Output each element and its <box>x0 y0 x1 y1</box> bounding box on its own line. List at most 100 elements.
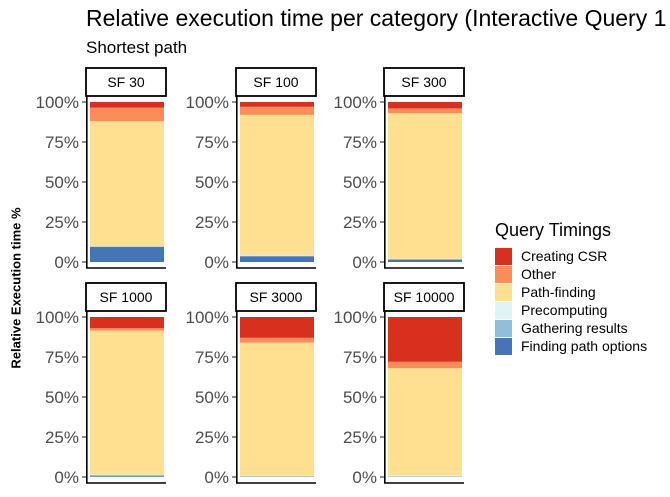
y-tick-label: 25% <box>195 428 229 447</box>
bar-segment-other <box>388 361 462 369</box>
bar-segment-other <box>388 108 462 114</box>
bar-segment-creating-csr <box>240 102 314 107</box>
y-tick-label: 25% <box>343 428 377 447</box>
bar-segment-gathering-results <box>388 476 462 477</box>
facet-strip <box>85 282 167 312</box>
y-tick-label: 50% <box>195 173 229 192</box>
chart-title: Relative execution time per category (In… <box>86 5 667 31</box>
legend-item: Finding path options <box>495 337 647 355</box>
y-tick-label: 75% <box>195 133 229 152</box>
bar-segment-gathering-results <box>90 474 164 477</box>
y-tick-label: 50% <box>45 173 79 192</box>
y-tick-label: 25% <box>45 428 79 447</box>
bar-segment-creating-csr <box>388 102 462 109</box>
legend-swatch <box>495 301 512 319</box>
y-tick-label: 25% <box>45 213 79 232</box>
y-tick-label: 0% <box>352 253 377 272</box>
y-tick-label: 50% <box>195 388 229 407</box>
bar-segment-path-finding <box>388 113 462 259</box>
facet-label: SF 300 <box>401 74 446 90</box>
y-tick-label: 0% <box>204 468 229 487</box>
legend-swatch <box>495 319 512 337</box>
bar-segment-creating-csr <box>240 317 314 338</box>
y-tick-label: 100% <box>186 308 229 327</box>
legend-label: Path-finding <box>521 284 596 300</box>
legend-title: Query Timings <box>495 220 612 240</box>
y-tick-label: 100% <box>36 93 79 112</box>
bar-segment-finding-path-options <box>90 246 164 262</box>
bar-segment-path-finding <box>90 330 164 475</box>
legend-swatch <box>495 337 512 355</box>
facet-strip <box>235 67 317 97</box>
bar-segment-path-finding <box>90 121 164 246</box>
facet-panel: SF 3000 0% 25% 50% 75% 100% <box>186 282 317 487</box>
y-tick-label: 100% <box>186 93 229 112</box>
facet-strip <box>383 67 465 97</box>
bar-segment-gathering-results <box>240 476 314 477</box>
y-tick-label: 0% <box>352 468 377 487</box>
bar-segment-creating-csr <box>90 317 164 329</box>
facet-label: SF 10000 <box>394 289 455 305</box>
y-tick-label: 75% <box>45 348 79 367</box>
y-tick-label: 100% <box>334 93 377 112</box>
facet-panel: SF 10000 0% 25% 50% 75% 100% <box>334 282 465 487</box>
y-tick-label: 75% <box>45 133 79 152</box>
legend-swatch <box>495 247 512 265</box>
y-tick-label: 75% <box>343 348 377 367</box>
y-tick-label: 100% <box>36 308 79 327</box>
y-tick-label: 75% <box>343 133 377 152</box>
bar-segment-other <box>90 107 164 122</box>
facet-panel: SF 100 0% 25% 50% 75% 100% <box>186 67 317 272</box>
bar-segment-precomputing <box>388 475 462 477</box>
bar-segment-precomputing <box>240 475 314 477</box>
bar-segment-finding-path-options <box>388 259 462 262</box>
legend-swatch <box>495 283 512 301</box>
y-tick-label: 100% <box>334 308 377 327</box>
y-tick-label: 25% <box>195 213 229 232</box>
legend: Query Timings Creating CSR Other Path-find… <box>495 220 647 355</box>
facet-label: SF 100 <box>253 74 298 90</box>
y-tick-label: 0% <box>204 253 229 272</box>
bar-segment-other <box>240 106 314 115</box>
legend-label: Precomputing <box>521 302 608 318</box>
bar-segment-other <box>90 328 164 331</box>
facet-label: SF 30 <box>107 74 145 90</box>
legend-items: Creating CSR Other Path-finding Precomputin… <box>495 247 647 355</box>
legend-item: Creating CSR <box>495 247 647 265</box>
bar-segment-creating-csr <box>90 102 164 108</box>
chart-subtitle: Shortest path <box>86 38 188 57</box>
bar-segment-other <box>240 337 314 343</box>
y-tick-label: 75% <box>195 348 229 367</box>
facet-strip <box>85 67 167 97</box>
legend-item: Other <box>495 265 647 283</box>
facet-panel: SF 300 0% 25% 50% 75% 100% <box>334 67 465 272</box>
legend-item: Precomputing <box>495 301 647 319</box>
legend-label: Other <box>521 266 557 282</box>
legend-label: Finding path options <box>521 338 648 354</box>
legend-item: Gathering results <box>495 319 647 337</box>
facet-strip <box>235 282 317 312</box>
bar-segment-creating-csr <box>388 317 462 362</box>
y-tick-label: 0% <box>54 253 79 272</box>
facet-label: SF 1000 <box>100 289 153 305</box>
bar-segment-path-finding <box>240 342 314 476</box>
y-tick-label: 50% <box>343 173 377 192</box>
y-tick-label: 50% <box>45 388 79 407</box>
bar-segment-path-finding <box>240 114 314 256</box>
legend-item: Path-finding <box>495 283 647 301</box>
y-axis-label: Relative Execution time % <box>8 207 24 369</box>
y-tick-label: 0% <box>54 468 79 487</box>
facet-label: SF 3000 <box>250 289 303 305</box>
y-tick-label: 50% <box>343 388 377 407</box>
bar-segment-finding-path-options <box>240 256 314 262</box>
legend-label: Gathering results <box>521 320 628 336</box>
facet-panel: SF 30 0% 25% 50% 75% 100% <box>36 67 167 272</box>
y-tick-label: 25% <box>343 213 377 232</box>
legend-label: Creating CSR <box>521 248 608 264</box>
bar-segment-path-finding <box>388 368 462 476</box>
legend-swatch <box>495 265 512 283</box>
facet-strip <box>383 282 465 312</box>
facet-panel: SF 1000 0% 25% 50% 75% 100% <box>36 282 167 487</box>
